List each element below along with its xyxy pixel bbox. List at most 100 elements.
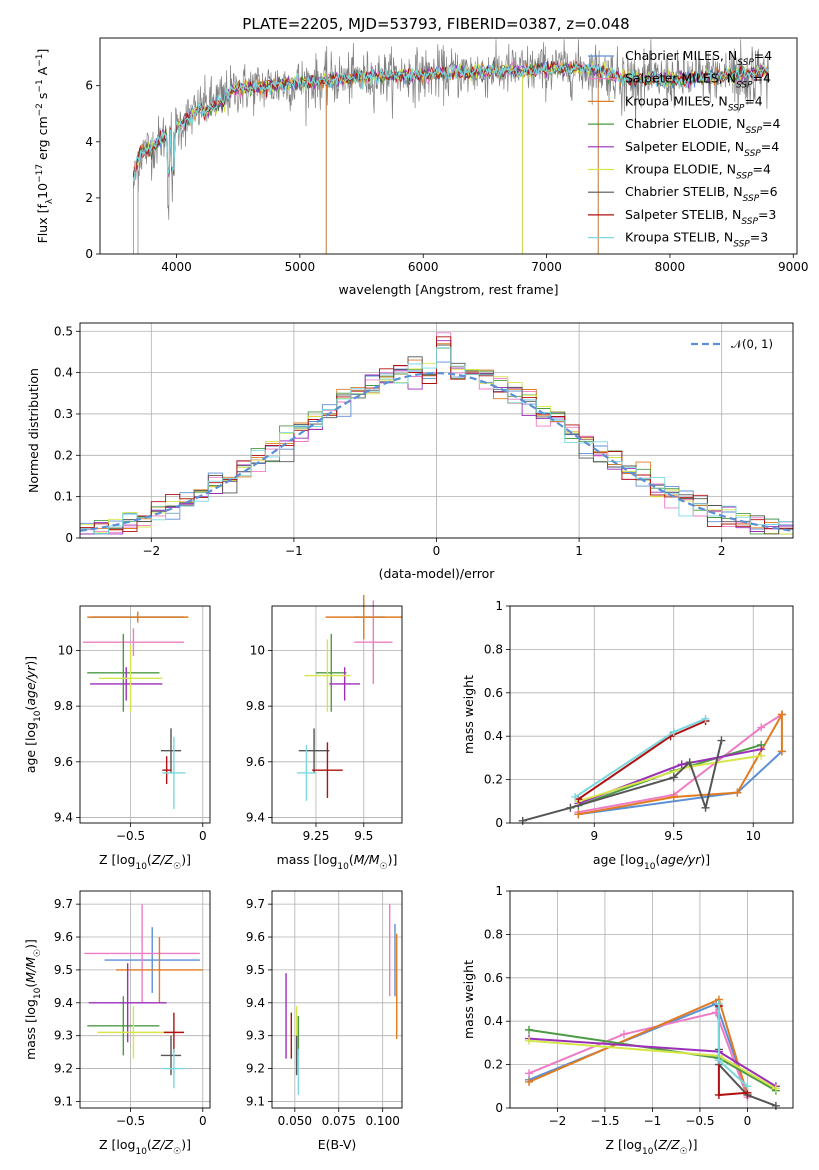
axes-frame xyxy=(79,322,794,539)
y-tick-label: 0.2 xyxy=(484,1058,503,1072)
x-tick-label: 6000 xyxy=(408,260,439,274)
y-tick-label: 0.8 xyxy=(484,927,503,941)
x-tick-label: 0 xyxy=(199,1114,207,1128)
x-axis-label: Z [log10(Z/Z☉)] xyxy=(606,1137,698,1157)
x-tick-label: 1 xyxy=(575,544,583,558)
mass-weight-line xyxy=(528,1002,749,1094)
x-tick-label: 2 xyxy=(718,544,726,558)
x-tick-label: 5000 xyxy=(285,260,316,274)
y-tick-label: 9.4 xyxy=(54,810,73,824)
x-tick-label: 9.5 xyxy=(664,829,683,843)
legend-entry: Salpeter STELIB, NSSP=3 xyxy=(625,207,776,227)
x-tick-label: −0.5 xyxy=(685,1114,714,1128)
y-tick-label: 0.6 xyxy=(484,971,503,985)
axes-frame xyxy=(271,890,403,1109)
mass-weight-marker xyxy=(685,758,694,767)
mass-weight-marker xyxy=(701,803,710,812)
x-axis-label: E(B-V) xyxy=(318,1137,357,1152)
axes-frame xyxy=(79,605,211,824)
y-tick-label: 1 xyxy=(495,599,503,613)
y-tick-label: 9.6 xyxy=(246,930,265,944)
mass-weight-marker xyxy=(518,816,527,825)
legend-entry: Kroupa ELODIE, NSSP=4 xyxy=(625,162,771,182)
y-tick-label: 0.4 xyxy=(484,1014,503,1028)
y-tick-label: 0.1 xyxy=(54,490,73,504)
y-tick-label: 9.1 xyxy=(246,1094,265,1108)
age-vs-Z-panel: −0.5 0 9.4 9.6 9.8 10 Z [log10(Z/Z☉)] age [log1… xyxy=(23,605,211,872)
legend-entry: Salpeter ELODIE, NSSP=4 xyxy=(625,139,779,159)
y-tick-label: 0.8 xyxy=(484,642,503,656)
y-tick-label: 9.6 xyxy=(54,755,73,769)
y-axis-label: mass weight xyxy=(461,675,476,754)
y-tick-label: 4 xyxy=(85,135,93,149)
mass-weight-marker xyxy=(566,803,575,812)
x-tick-label: 0 xyxy=(744,1114,752,1128)
mass-weight-line xyxy=(528,1011,749,1098)
y-tick-label: 9.8 xyxy=(246,699,265,713)
y-tick-label: 0.2 xyxy=(484,773,503,787)
x-tick-label: 0.075 xyxy=(322,1114,356,1128)
y-tick-label: 6 xyxy=(85,79,93,93)
x-tick-label: −2 xyxy=(142,544,160,558)
spectrum-panel: 4000 5000 6000 7000 8000 9000 0 2 4 6 wavelength [… xyxy=(35,37,809,297)
mass-vs-ebv-panel: 0.050 0.075 0.100 9.1 9.2 9.3 9.4 9.5 9.6 9.7 E(B-… xyxy=(246,890,403,1152)
mass-weight-marker xyxy=(714,999,723,1008)
legend-entry: Chabrier STELIB, NSSP=6 xyxy=(625,184,778,204)
y-tick-label: 9.2 xyxy=(54,1062,73,1076)
mass-weight-marker xyxy=(524,1069,533,1078)
x-tick-label: 9.5 xyxy=(354,829,373,843)
y-tick-label: 9.5 xyxy=(54,963,73,977)
x-tick-label: 8000 xyxy=(655,260,686,274)
mass-vs-Z-panel: −0.5 0 9.1 9.2 9.3 9.4 9.5 9.6 9.7 Z [log10(Z/Z☉)… xyxy=(23,890,211,1157)
mass-weight-marker xyxy=(733,788,742,797)
y-tick-label: 9.6 xyxy=(246,755,265,769)
mass-weight-marker xyxy=(524,1077,533,1086)
axes-frame xyxy=(509,605,794,824)
mass-weight-marker xyxy=(771,1084,780,1093)
y-tick-label: 9.1 xyxy=(54,1094,73,1108)
mass-weight-vs-Z-panel: −2 −1.5 −1 −0.5 0 0 0.2 0.4 0.6 0.8 1 Z [log10(Z/Z☉… xyxy=(461,884,794,1157)
legend-entry: Chabrier MILES, NSSP=4 xyxy=(625,48,772,68)
legend-entry: Kroupa STELIB, NSSP=3 xyxy=(625,230,768,250)
spectrum-legend: Chabrier MILES, NSSP=4 Salpeter MILES, NS… xyxy=(588,48,780,250)
mass-weight-line xyxy=(522,740,723,822)
x-tick-label: 0 xyxy=(433,544,441,558)
mass-weight-marker xyxy=(771,1101,780,1110)
mass-weight-vs-age-panel: 9 9.5 10 0 0.2 0.4 0.6 0.8 1 age [log10(age/yr)] m… xyxy=(461,599,794,872)
mass-weight-marker xyxy=(701,714,710,723)
y-tick-label: 2 xyxy=(85,191,93,205)
mass-weight-marker xyxy=(574,810,583,819)
mass-weight-marker xyxy=(717,736,726,745)
y-tick-label: 9.3 xyxy=(246,1029,265,1043)
x-axis-label: Z [log10(Z/Z☉)] xyxy=(99,852,191,872)
legend-entry: Salpeter MILES, NSSP=4 xyxy=(625,71,771,91)
mass-weight-marker xyxy=(524,1025,533,1034)
mass-weight-marker xyxy=(714,1056,723,1065)
x-axis-label: (data-model)/error xyxy=(379,566,496,581)
x-tick-label: 0.100 xyxy=(365,1114,399,1128)
x-tick-label: 7000 xyxy=(531,260,562,274)
x-tick-label: 9 xyxy=(590,829,598,843)
axes-frame xyxy=(79,890,211,1109)
y-tick-label: 0.3 xyxy=(54,407,73,421)
x-tick-label: 0 xyxy=(199,829,207,843)
mass-weight-marker xyxy=(669,727,678,736)
x-tick-label: 9.25 xyxy=(303,829,330,843)
y-tick-label: 10 xyxy=(250,644,265,658)
y-tick-label: 9.2 xyxy=(246,1062,265,1076)
y-axis-label: mass weight xyxy=(461,960,476,1039)
y-axis-label: age [log10(age/yr)] xyxy=(23,656,43,773)
residual-histogram-step xyxy=(80,347,793,535)
y-tick-label: 9.8 xyxy=(54,699,73,713)
y-tick-label: 0.4 xyxy=(54,366,73,380)
y-tick-label: 0.6 xyxy=(484,686,503,700)
x-axis-label: mass [log10(M/M☉)] xyxy=(277,852,398,872)
legend-entry: 𝒩(0, 1) xyxy=(731,337,773,351)
mass-weight-marker xyxy=(619,1030,628,1039)
mass-weight-line xyxy=(578,750,783,816)
y-tick-label: 9.7 xyxy=(246,897,265,911)
x-tick-label: −1.5 xyxy=(590,1114,619,1128)
y-tick-label: 10 xyxy=(58,644,73,658)
y-tick-label: 9.7 xyxy=(54,897,73,911)
y-tick-label: 0.2 xyxy=(54,448,73,462)
